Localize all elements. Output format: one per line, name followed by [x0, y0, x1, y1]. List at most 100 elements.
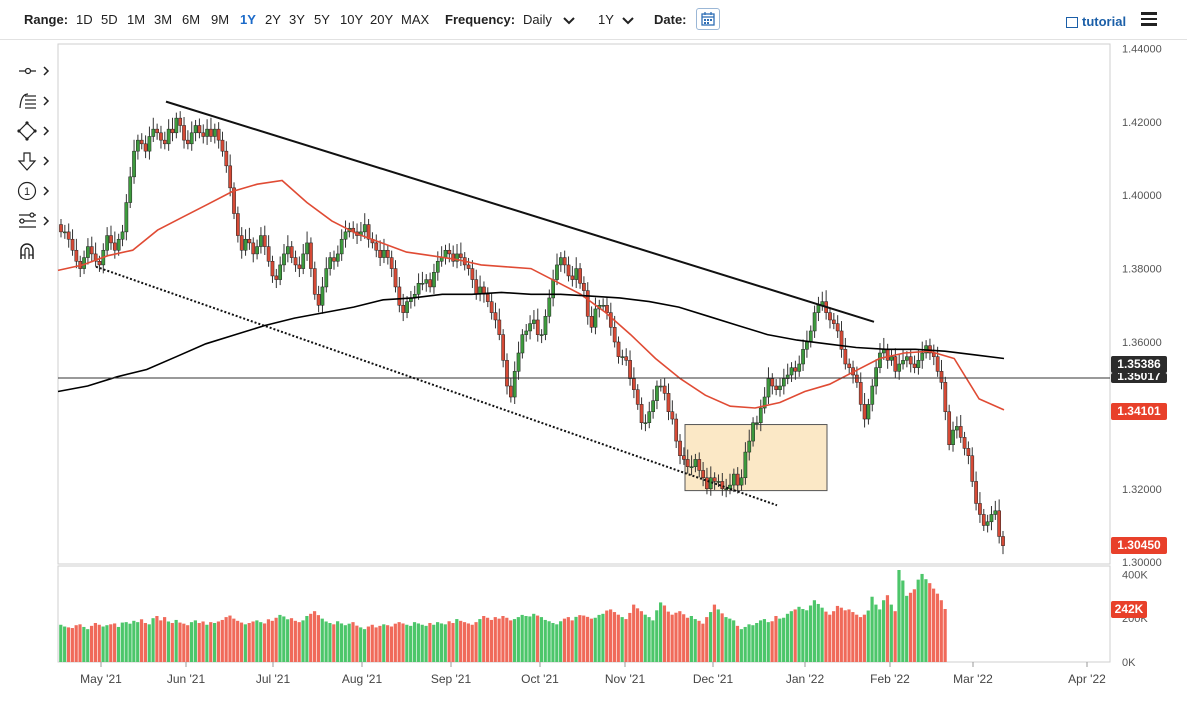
candle-body [785, 374, 790, 379]
tutorial-link[interactable]: tutorial [1082, 14, 1127, 29]
shapes-tool[interactable] [16, 120, 52, 142]
candle-body [516, 352, 521, 372]
x-tick-label: Dec '21 [693, 672, 734, 686]
range-2y-button[interactable]: 2Y [265, 12, 281, 27]
period-select[interactable]: 1Y [598, 12, 614, 27]
volume-bar [228, 615, 232, 662]
volume-bar [835, 605, 840, 662]
candle-body [697, 459, 702, 471]
candle-body [743, 451, 748, 479]
range-10y-button[interactable]: 10Y [340, 12, 364, 27]
candle-body [62, 231, 67, 234]
volume-bar [197, 623, 201, 662]
volume-bar [201, 621, 205, 662]
candle-body [831, 319, 836, 324]
volume-bar [316, 615, 321, 662]
candle-body [1001, 536, 1005, 546]
volume-bar [105, 625, 109, 662]
range-9m-button[interactable]: 9M [211, 12, 230, 27]
crosshair-tool[interactable] [16, 60, 52, 82]
candle-body [105, 235, 109, 251]
volume-bar [605, 610, 609, 662]
volume-bar [193, 620, 197, 662]
volume-bar [716, 609, 720, 662]
volume-bar [689, 616, 693, 662]
candle-body [335, 253, 340, 262]
candle-body [712, 477, 717, 482]
volume-bar [785, 613, 790, 662]
volume-bar [920, 573, 924, 662]
annotation-tool[interactable]: 1 [16, 180, 52, 202]
volume-bar [931, 588, 936, 662]
candle-body [459, 253, 463, 258]
volume-bar [612, 612, 617, 662]
volume-bar [78, 624, 82, 662]
candle-body [343, 231, 348, 240]
volume-bar [708, 612, 713, 662]
fibonacci-icon [19, 93, 50, 109]
range-1m-button[interactable]: 1M [127, 12, 146, 27]
candle-body [724, 488, 729, 491]
volume-bar [751, 625, 755, 662]
price-tag-sma50: 1.34101 [1111, 403, 1167, 421]
volume-bar [562, 618, 567, 662]
magnet-icon [20, 243, 34, 259]
candle-body [551, 279, 555, 299]
candle-body [151, 128, 156, 137]
candle-body [582, 283, 586, 291]
candle-body [997, 510, 1002, 537]
candle-body [470, 268, 475, 280]
candle-body [674, 418, 679, 442]
candle-body [270, 260, 275, 277]
upper-trendline [165, 100, 875, 323]
range-20y-button[interactable]: 20Y [370, 12, 394, 27]
candle-body [136, 139, 140, 152]
volume-bar [928, 583, 932, 662]
range-6m-button[interactable]: 6M [182, 12, 201, 27]
volume-bar [743, 626, 747, 662]
fibonacci-tool[interactable] [16, 90, 52, 112]
range-3m-button[interactable]: 3M [154, 12, 173, 27]
volume-bar [147, 624, 151, 662]
candle-body [128, 176, 133, 203]
range-5d-button[interactable]: 5D [101, 12, 118, 27]
volume-bar [697, 620, 701, 662]
chevron-down-icon[interactable] [563, 17, 575, 25]
candle-body [293, 257, 298, 266]
volume-bar [86, 629, 90, 662]
volume-bar [305, 616, 309, 662]
arrow-tool[interactable] [16, 150, 52, 172]
x-tick-label: Jul '21 [256, 672, 291, 686]
chevron-down-icon[interactable] [622, 17, 634, 25]
candle-body [262, 235, 267, 247]
volume-bar [639, 611, 643, 662]
candle-body [539, 334, 544, 336]
candle-body [116, 238, 121, 251]
candle-body [866, 404, 871, 420]
candle-body [251, 242, 256, 255]
y-tick-label: 1.44000 [1122, 43, 1162, 55]
range-max-button[interactable]: MAX [401, 12, 430, 27]
range-1d-button[interactable]: 1D [76, 12, 93, 27]
volume-bar [451, 623, 455, 662]
measure-tool[interactable] [16, 210, 52, 232]
candle-body [620, 356, 625, 358]
film-icon[interactable] [1066, 17, 1078, 28]
candle-body [897, 363, 902, 372]
volume-bar [474, 622, 478, 662]
frequency-select[interactable]: Daily [523, 12, 552, 27]
magnet-tool[interactable] [16, 240, 52, 262]
volume-bar [412, 622, 417, 662]
candle-body [739, 477, 744, 486]
range-5y-button[interactable]: 5Y [314, 12, 330, 27]
calendar-button[interactable] [696, 8, 720, 30]
lower-trendline [95, 265, 778, 507]
volume-bar [782, 617, 786, 662]
candle-body [574, 268, 579, 280]
candle-body [843, 349, 848, 365]
price-chart[interactable]: 1.440001.420001.400001.380001.360001.340… [0, 40, 1187, 717]
hamburger-menu-icon[interactable] [1141, 12, 1157, 26]
candle-body [520, 334, 525, 354]
range-1y-button[interactable]: 1Y [240, 12, 256, 27]
range-3y-button[interactable]: 3Y [289, 12, 305, 27]
